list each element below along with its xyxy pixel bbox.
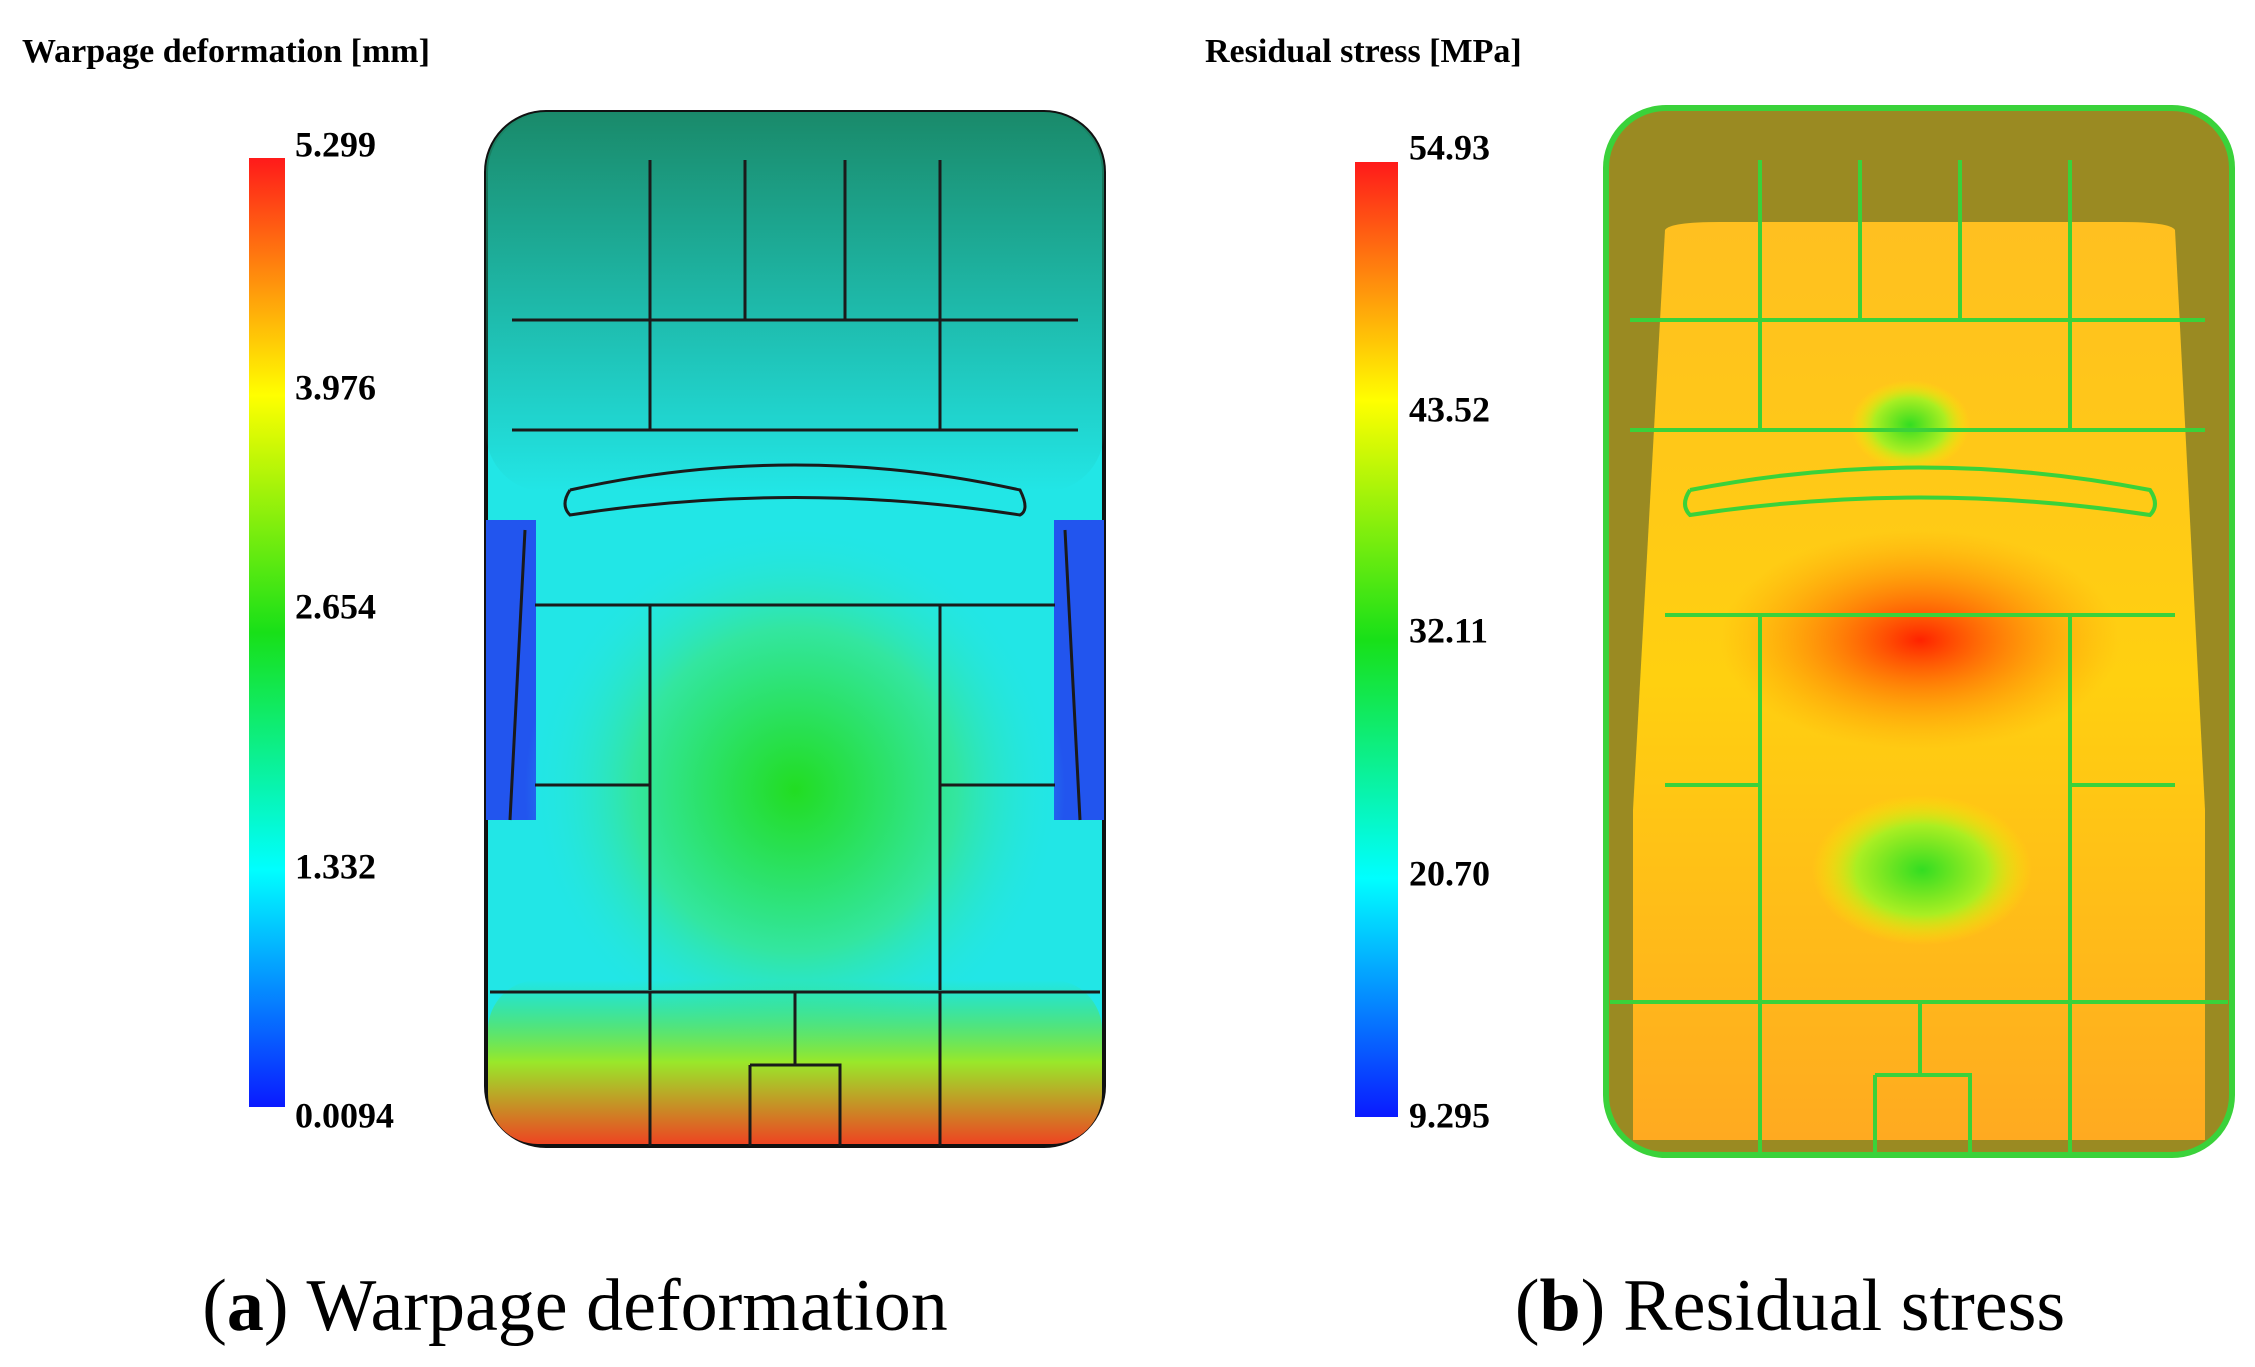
caption-label: a <box>227 1265 264 1347</box>
scale-label: 9.295 <box>1409 1095 1490 1135</box>
stress-plot <box>1603 105 2235 1158</box>
color-bar <box>1355 162 1398 1117</box>
caption-text: Residual stress <box>1623 1265 2065 1347</box>
scale-label: 3.976 <box>295 367 376 407</box>
scale-label: 5.299 <box>295 124 376 164</box>
color-bar <box>249 158 285 1107</box>
panel-title: Warpage deformation [mm] <box>22 33 430 70</box>
warpage-plot <box>484 110 1106 1148</box>
scale-label: 0.0094 <box>295 1095 394 1135</box>
scale-label: 20.70 <box>1409 853 1490 893</box>
caption-close: ) <box>264 1265 289 1347</box>
scale-label: 1.332 <box>295 846 376 886</box>
caption-open: ( <box>1515 1265 1540 1347</box>
scale-label: 43.52 <box>1409 389 1490 429</box>
caption-close: ) <box>1581 1265 1606 1347</box>
caption: (a) Warpage deformation <box>202 1265 948 1347</box>
scale-label: 54.93 <box>1409 127 1490 167</box>
scale-label: 2.654 <box>295 586 376 626</box>
panel-title: Residual stress [MPa] <box>1205 33 1522 70</box>
caption-open: ( <box>202 1265 227 1347</box>
caption-text: Warpage deformation <box>307 1265 948 1347</box>
caption: (b) Residual stress <box>1515 1265 2065 1347</box>
scale-label: 32.11 <box>1409 610 1488 650</box>
caption-label: b <box>1539 1265 1580 1347</box>
